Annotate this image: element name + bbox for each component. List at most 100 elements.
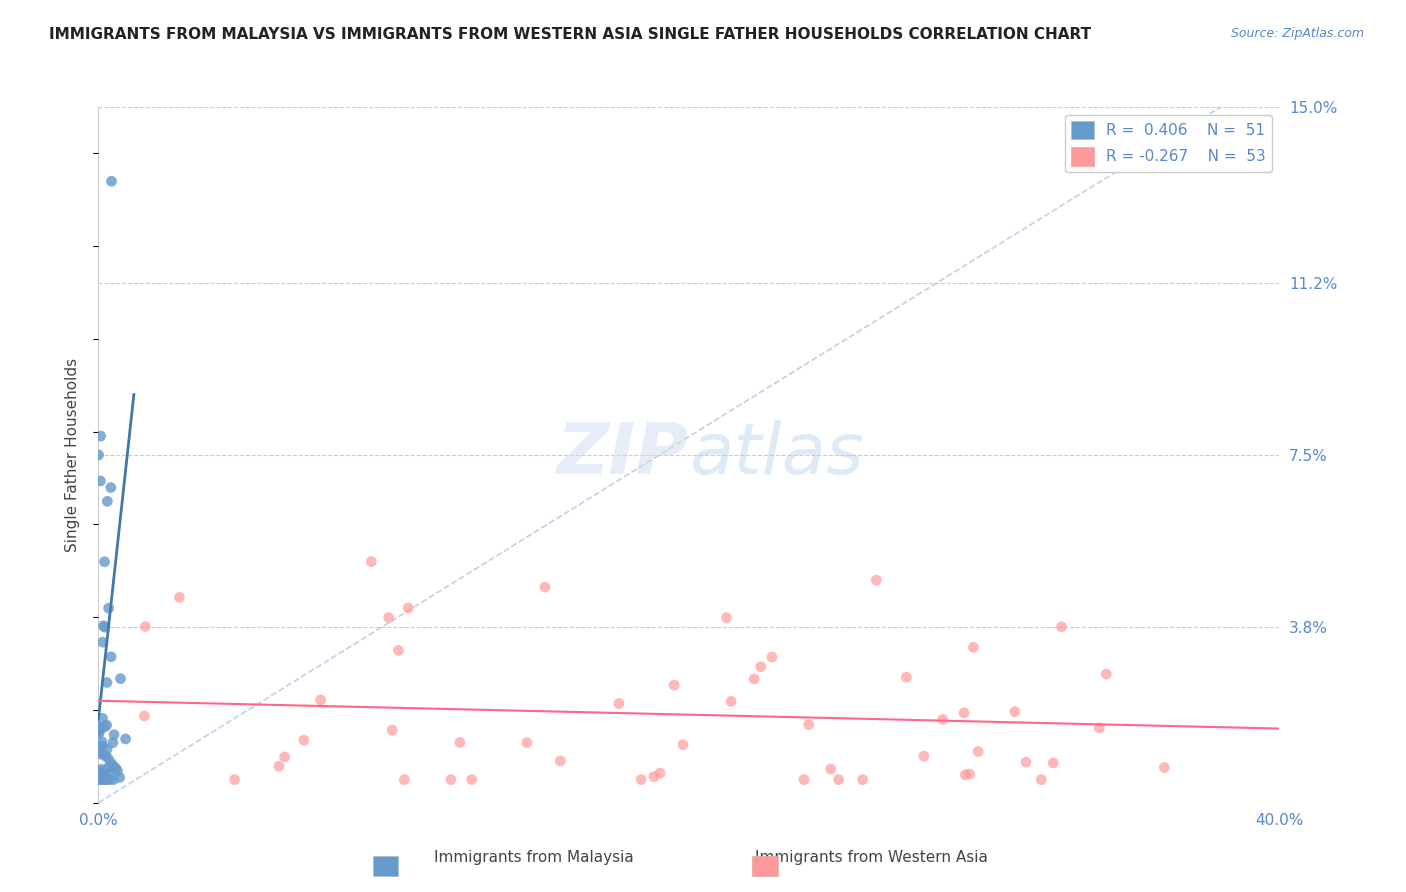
Point (94, 620, 117, 634)
Point (1015, 755, 1038, 769)
Point (114, 731, 136, 746)
Point (820, 762, 842, 776)
Point (90, 765, 112, 780)
Point (96, 494, 118, 508)
Point (1031, 772, 1053, 787)
Point (110, 672, 132, 686)
Point (90, 734, 112, 748)
Point (962, 640, 984, 655)
Point (953, 706, 976, 720)
Point (630, 772, 652, 787)
Point (100, 174, 122, 188)
Point (749, 659, 772, 673)
Point (94, 748, 117, 763)
Y-axis label: Single Father Households: Single Father Households (65, 358, 80, 552)
Point (1088, 721, 1111, 735)
Point (932, 713, 955, 727)
Point (955, 768, 977, 782)
Point (793, 772, 815, 787)
Point (292, 733, 315, 747)
Point (87, 726, 110, 740)
Point (267, 759, 290, 773)
Point (967, 744, 990, 758)
Point (643, 770, 665, 784)
Point (1004, 705, 1026, 719)
Text: ZIP: ZIP (557, 420, 689, 490)
Point (89, 474, 111, 488)
Point (912, 749, 935, 764)
Point (449, 735, 471, 749)
Point (91, 739, 114, 753)
Point (224, 772, 246, 787)
Point (108, 771, 131, 785)
Point (103, 728, 125, 742)
Point (107, 764, 129, 778)
Point (100, 649, 122, 664)
Point (550, 754, 572, 768)
Point (716, 611, 738, 625)
Point (387, 643, 409, 657)
Point (1042, 756, 1064, 770)
Legend: R =  0.406    N =  51, R = -0.267    N =  53: R = 0.406 N = 51, R = -0.267 N = 53 (1064, 115, 1272, 172)
Text: Source: ZipAtlas.com: Source: ZipAtlas.com (1230, 27, 1364, 40)
Point (90, 429, 112, 443)
Point (664, 678, 686, 692)
Point (852, 772, 875, 787)
Point (1095, 667, 1118, 681)
Point (91, 635, 114, 649)
Point (720, 694, 742, 708)
Point (169, 591, 191, 605)
Point (94, 767, 117, 781)
Point (274, 750, 297, 764)
Point (377, 610, 399, 624)
Text: Immigrants from Western Asia: Immigrants from Western Asia (755, 850, 988, 865)
Point (134, 619, 156, 633)
Point (360, 555, 382, 569)
Point (672, 738, 695, 752)
Point (96, 718, 118, 732)
Point (865, 573, 887, 587)
Point (100, 481, 122, 495)
Point (381, 723, 404, 738)
Point (94, 720, 117, 734)
Point (896, 670, 918, 684)
Point (96, 742, 118, 756)
Point (461, 772, 484, 787)
Text: Immigrants from Malaysia: Immigrants from Malaysia (434, 850, 634, 865)
Point (134, 709, 156, 723)
Point (1153, 760, 1175, 774)
Point (97, 601, 120, 615)
Point (100, 756, 122, 770)
Point (89, 772, 111, 787)
Point (396, 601, 419, 615)
Point (93, 619, 115, 633)
Point (309, 693, 332, 707)
Point (648, 766, 671, 780)
Point (534, 580, 557, 594)
Point (93, 772, 115, 787)
Point (101, 736, 124, 750)
Point (89, 745, 111, 759)
Point (89, 723, 111, 738)
Point (90, 762, 112, 776)
Point (89, 764, 111, 779)
Point (516, 736, 538, 750)
Text: atlas: atlas (689, 420, 863, 490)
Point (87, 448, 110, 462)
Point (761, 650, 783, 665)
Point (394, 772, 416, 787)
Point (827, 772, 849, 787)
Point (959, 767, 981, 781)
Point (98, 765, 121, 780)
Point (93, 555, 115, 569)
Point (91, 711, 114, 725)
Point (89, 720, 111, 734)
Point (98, 772, 121, 787)
Point (1050, 620, 1073, 634)
Point (97, 760, 120, 774)
Point (97, 750, 120, 764)
Point (87, 722, 110, 736)
Point (607, 697, 630, 711)
Point (89, 772, 111, 786)
Point (94, 772, 117, 787)
